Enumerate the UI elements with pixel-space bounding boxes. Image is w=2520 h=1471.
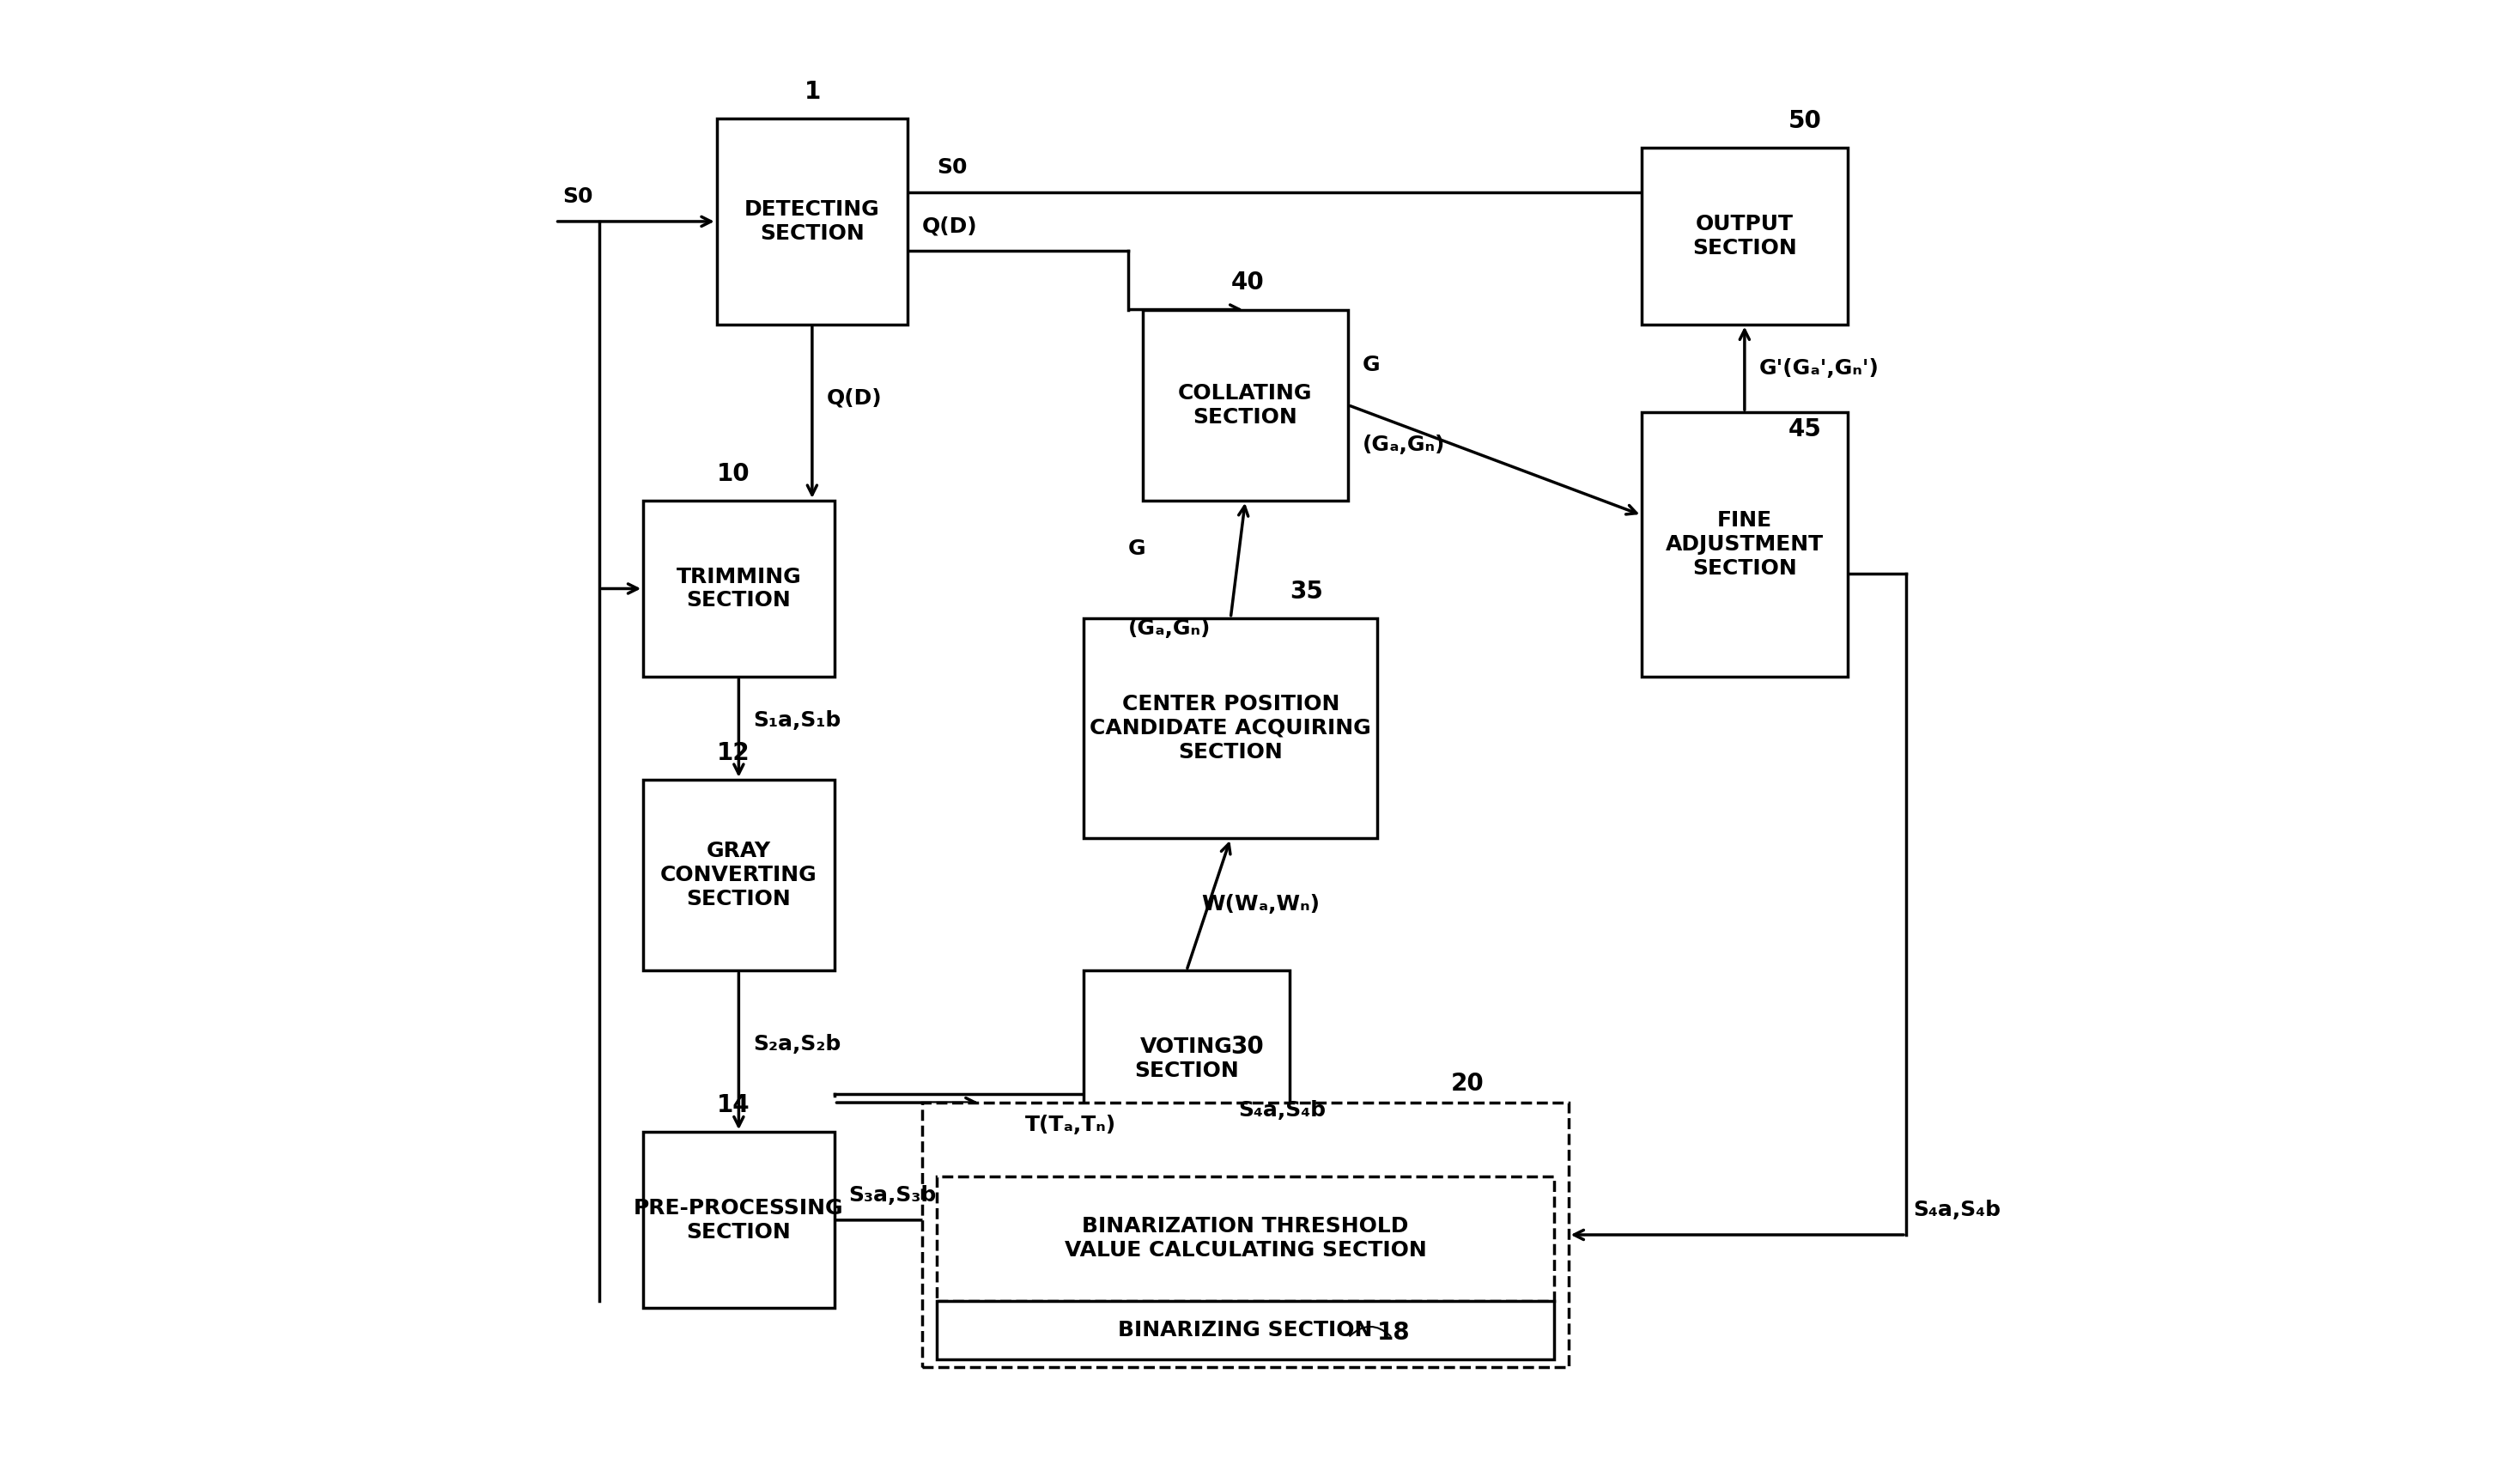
- Text: Q(D): Q(D): [827, 387, 882, 407]
- Text: G'(Gₐ',Gₙ'): G'(Gₐ',Gₙ'): [1759, 357, 1880, 378]
- Text: 45: 45: [1789, 418, 1822, 441]
- Text: CENTER POSITION
CANDIDATE ACQUIRING
SECTION: CENTER POSITION CANDIDATE ACQUIRING SECT…: [1091, 694, 1371, 762]
- Text: Q(D): Q(D): [922, 216, 978, 237]
- Text: 30: 30: [1230, 1034, 1265, 1059]
- Text: 10: 10: [716, 462, 751, 485]
- Text: (Gₐ,Gₙ): (Gₐ,Gₙ): [1129, 618, 1210, 638]
- Text: T(Tₐ,Tₙ): T(Tₐ,Tₙ): [1026, 1115, 1116, 1136]
- Bar: [922, 1103, 1567, 1367]
- Text: S₄a,S₄b: S₄a,S₄b: [1913, 1199, 2001, 1219]
- Text: S0: S0: [937, 157, 968, 178]
- Bar: [1643, 412, 1847, 677]
- Bar: [1084, 618, 1378, 838]
- Text: (Gₐ,Gₙ): (Gₐ,Gₙ): [1363, 434, 1446, 455]
- Text: BINARIZATION THRESHOLD
VALUE CALCULATING SECTION: BINARIZATION THRESHOLD VALUE CALCULATING…: [1063, 1217, 1426, 1261]
- Text: 50: 50: [1789, 109, 1822, 134]
- Text: W(Wₐ,Wₙ): W(Wₐ,Wₙ): [1202, 894, 1320, 915]
- Text: 12: 12: [716, 741, 751, 765]
- Text: FINE
ADJUSTMENT
SECTION: FINE ADJUSTMENT SECTION: [1666, 510, 1824, 578]
- Text: G: G: [1129, 538, 1147, 559]
- Bar: [643, 500, 834, 677]
- Text: G: G: [1363, 355, 1381, 375]
- Bar: [643, 780, 834, 971]
- Bar: [1643, 149, 1847, 324]
- Bar: [716, 119, 907, 324]
- Text: S₃a,S₃b: S₃a,S₃b: [849, 1184, 937, 1205]
- Text: S0: S0: [562, 187, 592, 207]
- Text: S₂a,S₂b: S₂a,S₂b: [753, 1034, 842, 1055]
- Text: VOTING
SECTION: VOTING SECTION: [1134, 1037, 1240, 1081]
- Bar: [937, 1177, 1555, 1300]
- Bar: [937, 1300, 1555, 1359]
- Bar: [1142, 309, 1348, 500]
- Text: OUTPUT
SECTION: OUTPUT SECTION: [1693, 213, 1797, 259]
- Text: S₁a,S₁b: S₁a,S₁b: [753, 710, 842, 731]
- Text: 20: 20: [1452, 1071, 1484, 1096]
- Text: 35: 35: [1290, 580, 1323, 603]
- Text: BINARIZING SECTION: BINARIZING SECTION: [1119, 1319, 1373, 1340]
- Text: 1: 1: [804, 79, 822, 104]
- Bar: [1084, 971, 1290, 1147]
- Text: GRAY
CONVERTING
SECTION: GRAY CONVERTING SECTION: [660, 841, 816, 909]
- Text: TRIMMING
SECTION: TRIMMING SECTION: [675, 566, 801, 610]
- Text: DETECTING
SECTION: DETECTING SECTION: [743, 199, 879, 244]
- Text: 18: 18: [1378, 1321, 1411, 1344]
- Bar: [643, 1133, 834, 1308]
- Text: 40: 40: [1230, 271, 1265, 294]
- Text: 14: 14: [716, 1093, 751, 1118]
- Text: COLLATING
SECTION: COLLATING SECTION: [1179, 382, 1313, 427]
- Text: PRE-PROCESSING
SECTION: PRE-PROCESSING SECTION: [633, 1197, 844, 1243]
- Text: S₄a,S₄b: S₄a,S₄b: [1237, 1100, 1326, 1121]
